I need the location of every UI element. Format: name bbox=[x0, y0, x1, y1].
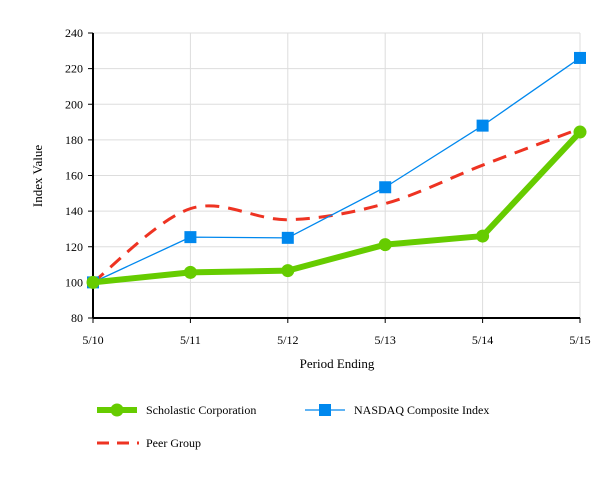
data-point-nasdaq-composite-index bbox=[574, 51, 586, 64]
y-tick-label: 80 bbox=[71, 311, 83, 325]
x-tick-label: 5/15 bbox=[569, 333, 590, 347]
x-tick-label: 5/14 bbox=[472, 333, 493, 347]
y-tick-label: 160 bbox=[65, 169, 83, 183]
x-tick-labels: 5/10 5/11 5/12 5/13 5/14 5/15 bbox=[82, 333, 590, 347]
x-tick-label: 5/10 bbox=[82, 333, 103, 347]
data-point-scholastic-corporation bbox=[86, 275, 100, 289]
x-tick-label: 5/13 bbox=[375, 333, 396, 347]
y-tick-label: 140 bbox=[65, 204, 83, 218]
y-tick-label: 180 bbox=[65, 133, 83, 147]
y-tick-label: 120 bbox=[65, 240, 83, 254]
x-tick-label: 5/11 bbox=[180, 333, 201, 347]
series-group bbox=[86, 51, 587, 289]
data-point-scholastic-corporation bbox=[573, 125, 587, 139]
data-point-nasdaq-composite-index bbox=[281, 231, 294, 244]
data-point-scholastic-corporation bbox=[378, 238, 392, 252]
data-point-nasdaq-composite-index bbox=[184, 231, 197, 244]
data-point-nasdaq-composite-index bbox=[476, 119, 489, 132]
legend-label-peer-group: Peer Group bbox=[146, 436, 201, 450]
legend-marker-nasdaq-composite-index bbox=[319, 404, 331, 416]
data-point-scholastic-corporation bbox=[476, 229, 490, 243]
x-axis-label: Period Ending bbox=[300, 356, 375, 371]
data-point-scholastic-corporation bbox=[183, 265, 197, 279]
legend: Scholastic Corporation NASDAQ Composite I… bbox=[97, 403, 489, 450]
axes bbox=[88, 32, 581, 323]
legend-label-nasdaq-composite-index: NASDAQ Composite Index bbox=[354, 403, 489, 417]
series-line-nasdaq-composite-index bbox=[92, 57, 581, 283]
gridlines bbox=[93, 32, 581, 318]
y-axis-label: Index Value bbox=[30, 145, 45, 207]
y-tick-label: 220 bbox=[65, 62, 83, 76]
data-point-scholastic-corporation bbox=[281, 264, 295, 278]
y-tick-label: 240 bbox=[65, 26, 83, 40]
y-tick-labels: 80 100 120 140 160 180 200 220 240 bbox=[65, 26, 83, 325]
y-tick-label: 100 bbox=[65, 275, 83, 289]
legend-marker-scholastic-corporation bbox=[110, 403, 124, 417]
series-line-scholastic-corporation bbox=[92, 129, 583, 286]
x-tick-label: 5/12 bbox=[277, 333, 298, 347]
data-point-nasdaq-composite-index bbox=[379, 181, 392, 194]
y-tick-label: 200 bbox=[65, 97, 83, 111]
legend-label-scholastic-corporation: Scholastic Corporation bbox=[146, 403, 256, 417]
